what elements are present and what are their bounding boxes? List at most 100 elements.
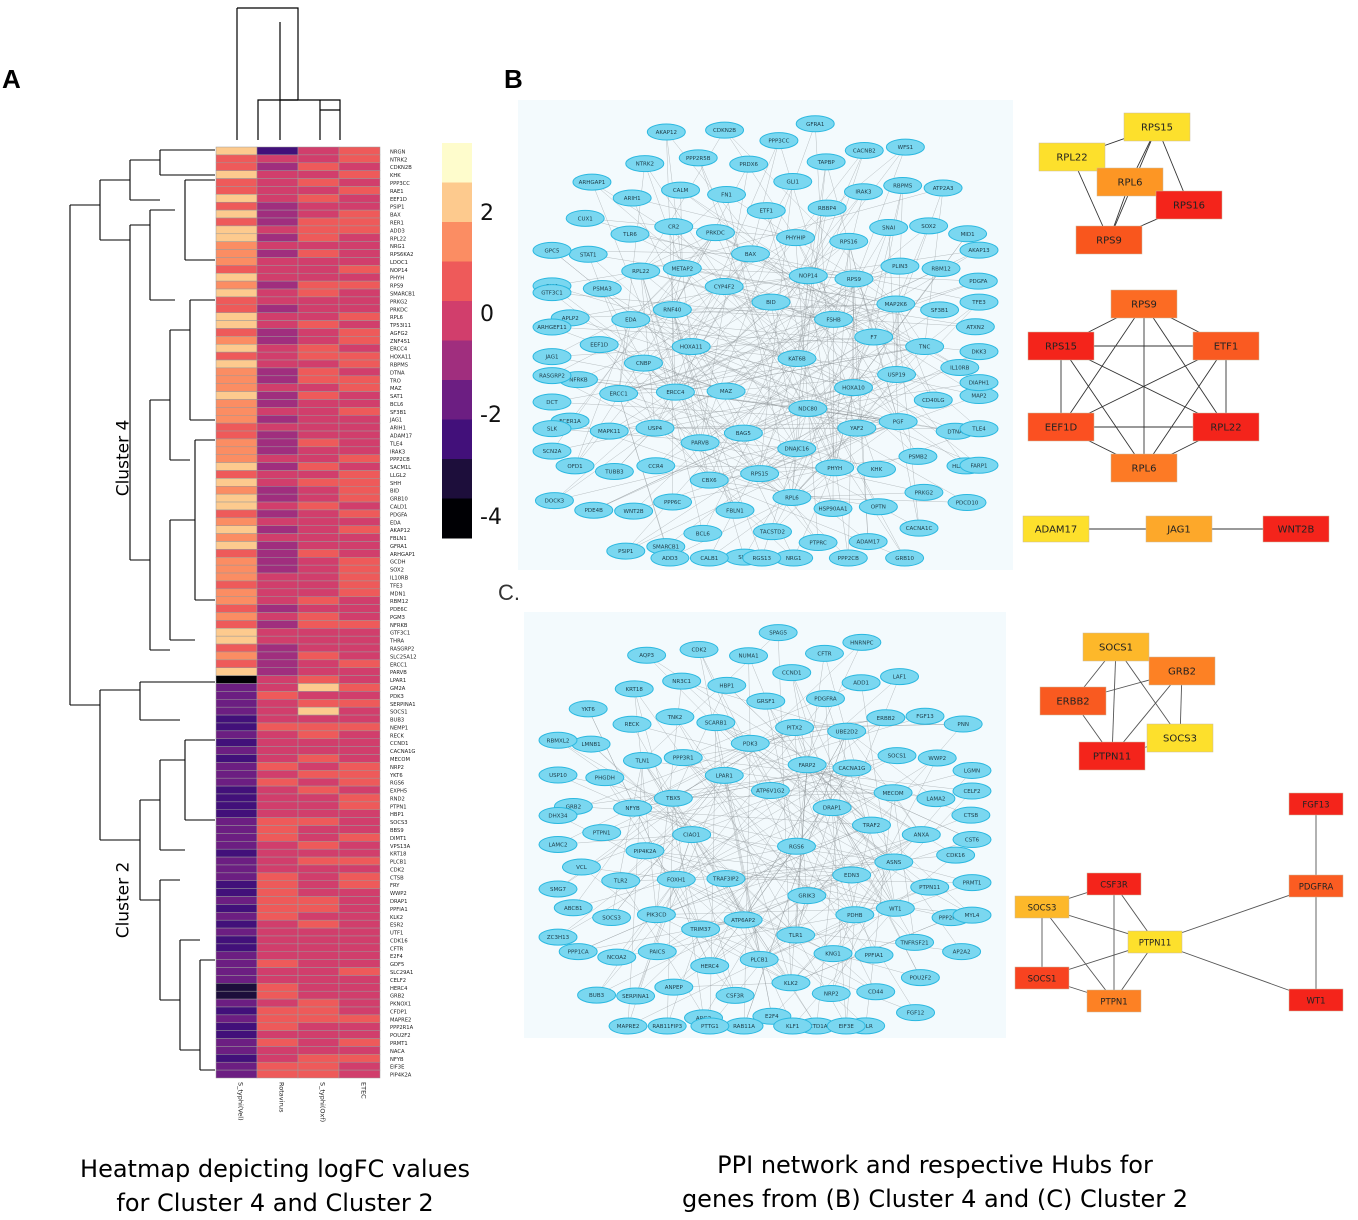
network-node[interactable]: ZC3H13 [539, 929, 577, 945]
hub-node[interactable]: FGF13 [1289, 793, 1343, 815]
network-node[interactable]: PDGFA [959, 273, 997, 289]
network-node[interactable]: PPP3R1 [664, 750, 702, 766]
hub-node[interactable]: ETF1 [1193, 332, 1259, 360]
network-node[interactable]: CSF3R [716, 987, 754, 1003]
network-node[interactable]: BCL6 [684, 525, 722, 541]
network-node[interactable]: DHX34 [539, 807, 577, 823]
network-node[interactable]: EDA [612, 312, 650, 328]
network-node[interactable]: ERCC4 [656, 384, 694, 400]
network-node[interactable]: ERCC1 [600, 386, 638, 402]
network-node[interactable]: RPS9 [835, 271, 873, 287]
network-node[interactable]: PPP6C [654, 494, 692, 510]
network-node[interactable]: FBLN1 [716, 502, 754, 518]
network-node[interactable]: NDC80 [789, 400, 827, 416]
network-node[interactable]: PDK3 [731, 735, 769, 751]
network-node[interactable]: SPAG5 [759, 625, 797, 641]
network-node[interactable]: DIAPH1 [960, 375, 998, 391]
hub-node[interactable]: RPS15 [1028, 332, 1094, 360]
network-node[interactable]: CST6 [953, 832, 991, 848]
hub-node[interactable]: GRB2 [1149, 657, 1215, 685]
network-node[interactable]: ARHGAP1 [573, 174, 611, 190]
network-node[interactable]: FARP1 [960, 457, 998, 473]
network-node[interactable]: CUX1 [566, 210, 604, 226]
network-node[interactable]: STAT1 [569, 246, 607, 262]
network-node[interactable]: PTPN11 [911, 879, 949, 895]
hub-node[interactable]: SOCS1 [1015, 967, 1069, 989]
network-node[interactable]: RGS13 [743, 550, 781, 566]
hub-node[interactable]: PTPN11 [1128, 931, 1182, 953]
network-node[interactable]: AKAP13 [960, 242, 998, 258]
network-node[interactable]: FGF12 [897, 1005, 935, 1021]
network-node[interactable]: CCND1 [773, 665, 811, 681]
network-node[interactable]: KLK2 [772, 975, 810, 991]
network-node[interactable]: ADD1 [842, 675, 880, 691]
network-node[interactable]: BID [752, 294, 790, 310]
hub-node[interactable]: RPL6 [1097, 168, 1163, 196]
network-node[interactable]: ETF1 [747, 203, 785, 219]
network-node[interactable]: CD44 [857, 984, 895, 1000]
network-node[interactable]: FGF13 [906, 708, 944, 724]
network-node[interactable]: TLE4 [960, 421, 998, 437]
network-node[interactable]: ATXN2 [956, 319, 994, 335]
hub-node[interactable]: RPL6 [1111, 454, 1177, 482]
hub-node[interactable]: RPL22 [1039, 143, 1105, 171]
network-node[interactable]: GLI1 [774, 174, 812, 190]
hub-node[interactable]: PTPN1 [1087, 990, 1141, 1012]
network-node[interactable]: USP19 [878, 366, 916, 382]
network-node[interactable]: POU2F2 [901, 970, 939, 986]
network-node[interactable]: PDCD10 [948, 494, 986, 510]
network-node[interactable]: MID1 [949, 226, 987, 242]
network-node[interactable]: BAG5 [724, 425, 762, 441]
network-node[interactable]: MECOM [874, 785, 912, 801]
network-node[interactable]: HNRNPC [843, 634, 881, 650]
network-node[interactable]: LMNB1 [572, 736, 610, 752]
network-node[interactable]: NCOA2 [598, 949, 636, 965]
network-node[interactable]: CDK16 [937, 847, 975, 863]
network-node[interactable]: RBBP4 [808, 200, 846, 216]
network-node[interactable]: PTPN1 [583, 825, 621, 841]
network-node[interactable]: CDKN2B [706, 122, 744, 138]
network-node[interactable]: WFS1 [886, 139, 924, 155]
network-node[interactable]: ATP6V1G2 [751, 783, 789, 799]
network-node[interactable]: ASNS [875, 854, 913, 870]
network-node[interactable]: CFTR [805, 645, 843, 661]
network-node[interactable]: TRIM37 [682, 921, 720, 937]
network-node[interactable]: CR2 [655, 219, 693, 235]
hub-node[interactable]: RPS16 [1156, 191, 1222, 219]
network-node[interactable]: PDE4B [575, 502, 613, 518]
network-node[interactable]: DRAP1 [813, 800, 851, 816]
network-node[interactable]: USP10 [539, 767, 577, 783]
network-node[interactable]: HSP90AA1 [814, 500, 852, 516]
network-node[interactable]: FSHB [815, 311, 853, 327]
hub-node[interactable]: RPS9 [1076, 226, 1142, 254]
network-node[interactable]: NOP14 [789, 268, 827, 284]
hub-node[interactable]: RPL22 [1193, 413, 1259, 441]
network-node[interactable]: TAPBP [807, 154, 845, 170]
network-node[interactable]: TLR2 [602, 873, 640, 889]
network-node[interactable]: YKT6 [569, 701, 607, 717]
network-node[interactable]: HOXA11 [672, 339, 710, 355]
network-node[interactable]: PHYH [816, 460, 854, 476]
hub-node[interactable]: EEF1D [1028, 413, 1094, 441]
network-node[interactable]: KLF1 [774, 1018, 812, 1034]
network-node[interactable]: IL10RB [941, 359, 979, 375]
network-node[interactable]: RPL6 [773, 489, 811, 505]
network-node[interactable]: TLR1 [777, 927, 815, 943]
hub-node[interactable]: SOCS3 [1147, 724, 1213, 752]
network-node[interactable]: PSMA3 [583, 281, 621, 297]
hub-node[interactable]: ERBB2 [1040, 687, 1106, 715]
hub-node[interactable]: SOCS3 [1015, 896, 1069, 918]
network-node[interactable]: PHYHIP [777, 230, 815, 246]
network-node[interactable]: HOXA10 [834, 380, 872, 396]
network-node[interactable]: SNAI [870, 220, 908, 236]
network-node[interactable]: CALB1 [690, 550, 728, 566]
network-node[interactable]: PRKG2 [905, 484, 943, 500]
network-node[interactable]: MAP2K6 [877, 296, 915, 312]
network-node[interactable]: SMG7 [539, 881, 577, 897]
network-node[interactable]: PDHB [836, 907, 874, 923]
network-node[interactable]: FOXH1 [657, 871, 695, 887]
network-node[interactable]: PGF [879, 414, 917, 430]
network-node[interactable]: OPTN [859, 499, 897, 515]
network-node[interactable]: ANPEP [655, 979, 693, 995]
hub-node[interactable]: PDGFRA [1289, 875, 1343, 897]
